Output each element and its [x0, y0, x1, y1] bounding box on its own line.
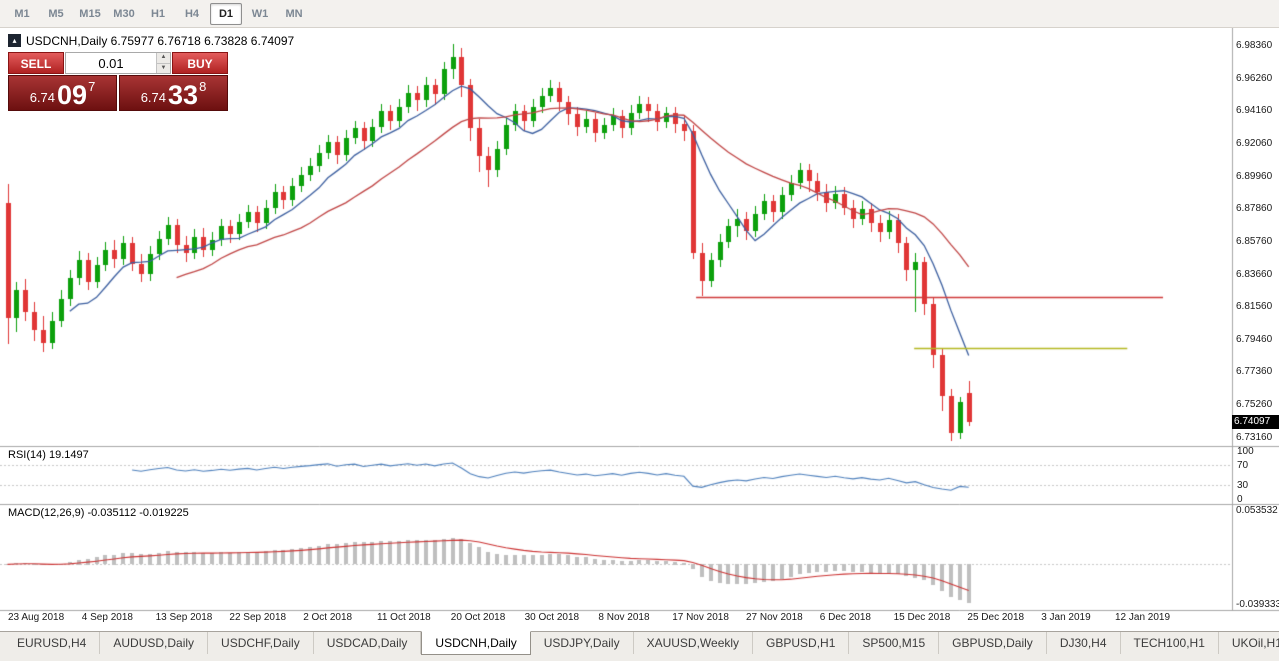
date-axis-label: 25 Dec 2018	[967, 612, 1025, 623]
date-axis-label: 13 Sep 2018	[155, 612, 213, 623]
macd-min-label: -0.039333	[1236, 599, 1279, 610]
chart-tab-gbpusd-h1[interactable]: GBPUSD,H1	[753, 632, 850, 654]
sell-price-display[interactable]: 6.74 09 7	[8, 75, 117, 111]
current-price-badge: 6.74097	[1232, 415, 1279, 429]
chart-tab-xauusd-weekly[interactable]: XAUUSD,Weekly	[634, 632, 754, 654]
timeframe-button-m5[interactable]: M5	[48, 7, 64, 20]
price-axis-label: 6.87860	[1236, 203, 1273, 214]
price-axis-label: 6.98360	[1236, 40, 1273, 51]
price-axis-label: 6.92060	[1236, 138, 1273, 149]
lot-increase-button[interactable]: ▲	[157, 53, 170, 64]
buy-button[interactable]: BUY	[172, 52, 228, 74]
lot-spinner: ▲ ▼	[156, 53, 170, 73]
lot-size-input[interactable]	[66, 53, 156, 73]
sell-button[interactable]: SELL	[8, 52, 64, 74]
buy-price-sup: 8	[199, 79, 207, 94]
price-axis-label: 6.85760	[1236, 236, 1273, 247]
macd-indicator-label: MACD(12,26,9) -0.035112 -0.019225	[8, 507, 189, 519]
chart-tab-usdjpy-daily[interactable]: USDJPY,Daily	[531, 632, 634, 654]
timeframe-toolbar: M1 M5 M15 M30 H1 H4 D1 W1 MN	[0, 0, 1279, 28]
date-axis-label: 22 Sep 2018	[229, 612, 287, 623]
sell-price-big: 09	[57, 80, 88, 111]
price-axis-label: 6.94160	[1236, 105, 1273, 116]
chart-tab-eurusd-h4[interactable]: EURUSD,H4	[4, 632, 101, 654]
chart-tab-ukoil-h1[interactable]: UKOil,H1	[1219, 632, 1279, 654]
timeframe-button-mn[interactable]: MN	[285, 7, 303, 20]
date-axis-label: 6 Dec 2018	[819, 612, 871, 623]
rsi-indicator-label: RSI(14) 19.1497	[8, 449, 89, 461]
rsi-level-label: 0	[1237, 494, 1243, 505]
price-axis-label: 6.75260	[1236, 399, 1273, 410]
symbol-info-line: USDCNH,Daily 6.75977 6.76718 6.73828 6.7…	[26, 34, 295, 48]
price-axis-label: 6.77360	[1236, 366, 1273, 377]
date-axis-label: 30 Oct 2018	[524, 612, 580, 623]
chart-region: ▴ USDCNH,Daily 6.75977 6.76718 6.73828 6…	[0, 28, 1279, 631]
price-axis-label: 6.81560	[1236, 301, 1273, 312]
rsi-level-label: 100	[1237, 446, 1254, 457]
chart-tab-dj30-h4[interactable]: DJ30,H4	[1047, 632, 1121, 654]
chart-tabbar: EURUSD,H4 AUDUSD,Daily USDCHF,Daily USDCAD,…	[0, 631, 1279, 661]
timeframe-button-m30[interactable]: M30	[113, 7, 135, 20]
date-axis-label: 27 Nov 2018	[746, 612, 803, 623]
rsi-level-label: 30	[1237, 480, 1249, 491]
timeframe-button-m15[interactable]: M15	[79, 7, 101, 20]
price-axis-label: 6.83660	[1236, 269, 1273, 280]
chart-tab-tech100-h1[interactable]: TECH100,H1	[1121, 632, 1219, 654]
sell-price-prefix: 6.74	[29, 90, 56, 105]
chart-tab-usdchf-daily[interactable]: USDCHF,Daily	[208, 632, 314, 654]
price-axis-label: 6.73160	[1236, 432, 1273, 443]
sell-price-sup: 7	[88, 79, 96, 94]
buy-price-big: 33	[168, 80, 199, 111]
chart-tab-sp500-m15[interactable]: SP500,M15	[849, 632, 940, 654]
date-axis-label: 4 Sep 2018	[81, 612, 133, 623]
lot-size-box: ▲ ▼	[65, 52, 171, 74]
date-axis-label: 17 Nov 2018	[672, 612, 729, 623]
chart-tab-audusd-daily[interactable]: AUDUSD,Daily	[100, 632, 209, 654]
chart-tab-gbpusd-daily[interactable]: GBPUSD,Daily	[939, 632, 1047, 654]
price-axis-label: 6.79460	[1236, 334, 1273, 345]
date-axis-label: 8 Nov 2018	[598, 612, 650, 623]
chart-tab-usdcad-daily[interactable]: USDCAD,Daily	[314, 632, 422, 654]
price-chart-canvas[interactable]	[0, 28, 1279, 631]
timeframe-button-h1[interactable]: H1	[150, 7, 166, 20]
timeframe-button-m1[interactable]: M1	[14, 7, 30, 20]
rsi-level-label: 70	[1237, 460, 1249, 471]
one-click-trade-panel: SELL ▲ ▼ BUY 6.74 09 7 6.74	[8, 52, 228, 111]
date-axis-label: 23 Aug 2018	[8, 612, 65, 623]
timeframe-button-w1[interactable]: W1	[251, 7, 269, 20]
chart-tab-usdcnh-daily[interactable]: USDCNH,Daily	[421, 631, 531, 655]
timeframe-button-d1[interactable]: D1	[210, 2, 242, 25]
timeframe-button-h4[interactable]: H4	[184, 7, 200, 20]
buy-price-display[interactable]: 6.74 33 8	[119, 75, 228, 111]
date-axis-label: 12 Jan 2019	[1115, 612, 1171, 623]
date-axis-label: 3 Jan 2019	[1041, 612, 1091, 623]
date-axis-label: 2 Oct 2018	[303, 612, 353, 623]
one-click-trading-toggle-icon[interactable]: ▴	[8, 34, 21, 47]
price-axis-label: 6.89960	[1236, 171, 1273, 182]
date-axis-label: 11 Oct 2018	[377, 612, 431, 623]
date-axis-label: 20 Oct 2018	[450, 612, 506, 623]
date-axis-label: 15 Dec 2018	[893, 612, 951, 623]
macd-max-label: 0.053532	[1236, 505, 1278, 516]
lot-decrease-button[interactable]: ▼	[157, 63, 170, 73]
price-axis-label: 6.96260	[1236, 73, 1273, 84]
buy-price-prefix: 6.74	[140, 90, 167, 105]
